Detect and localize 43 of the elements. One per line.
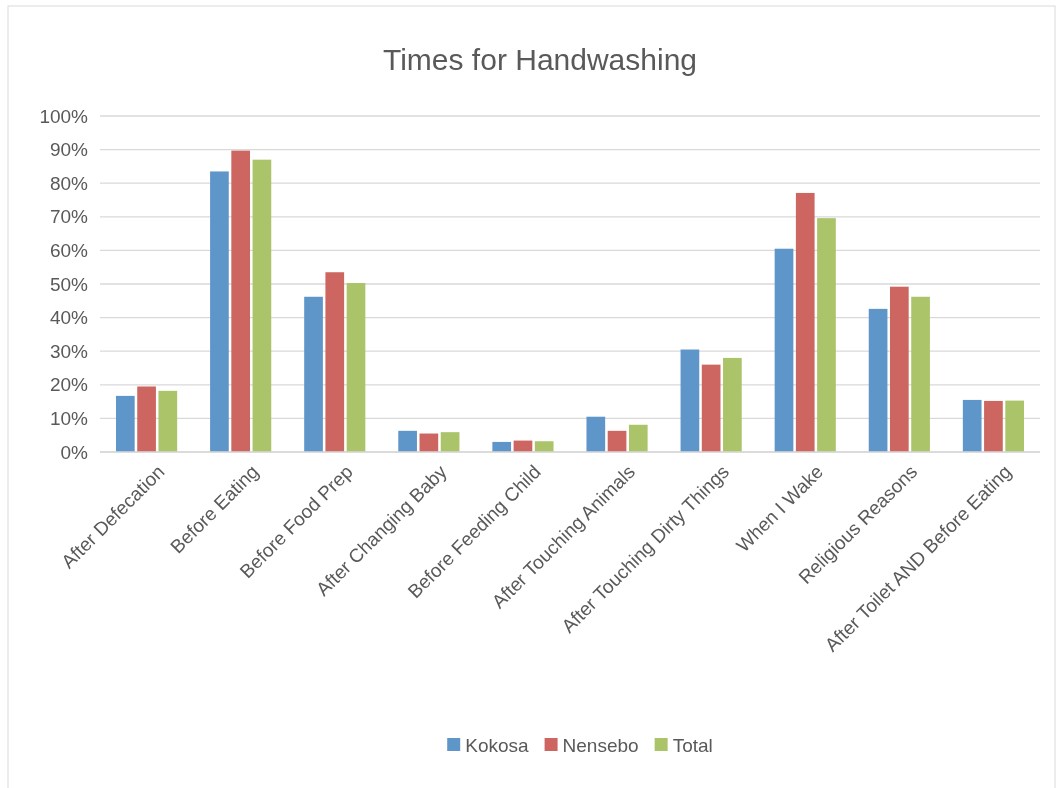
bar [607, 430, 627, 452]
bar [158, 390, 178, 452]
y-tick-label: 30% [49, 340, 89, 362]
y-tick-label: 90% [49, 139, 89, 161]
bar [440, 432, 460, 452]
legend-label: Kokosa [465, 734, 530, 756]
chart-title: Times for Handwashing [382, 43, 698, 76]
bar [868, 308, 888, 452]
bar [534, 441, 554, 452]
bar [795, 192, 815, 452]
bar [1005, 400, 1025, 452]
bar [137, 386, 156, 452]
bar [962, 399, 982, 452]
bar [817, 218, 836, 452]
bar [210, 171, 229, 452]
bar [325, 272, 345, 452]
y-tick-label: 0% [60, 441, 89, 463]
bar [398, 430, 417, 452]
bar [116, 395, 135, 452]
bar [492, 441, 512, 452]
y-tick-label: 40% [49, 307, 89, 329]
y-tick-label: 10% [49, 407, 89, 429]
legend-label: Nensebo [562, 734, 639, 756]
bar [889, 286, 909, 452]
bar [586, 416, 606, 452]
y-tick-label: 60% [49, 239, 89, 261]
bar [984, 400, 1003, 452]
bar [701, 364, 721, 452]
bar [346, 282, 366, 452]
bar [304, 296, 323, 452]
bar [723, 357, 742, 452]
bar [774, 248, 794, 452]
bar [680, 349, 700, 452]
bar [911, 296, 930, 452]
bar [231, 150, 251, 452]
y-tick-label: 20% [49, 374, 89, 396]
y-tick-label: 80% [49, 172, 89, 194]
bar [628, 424, 648, 452]
y-tick-label: 100% [39, 105, 89, 127]
y-tick-label: 70% [49, 206, 89, 228]
y-tick-label: 50% [49, 273, 89, 295]
legend-label: Total [672, 734, 713, 756]
bar [252, 159, 272, 452]
